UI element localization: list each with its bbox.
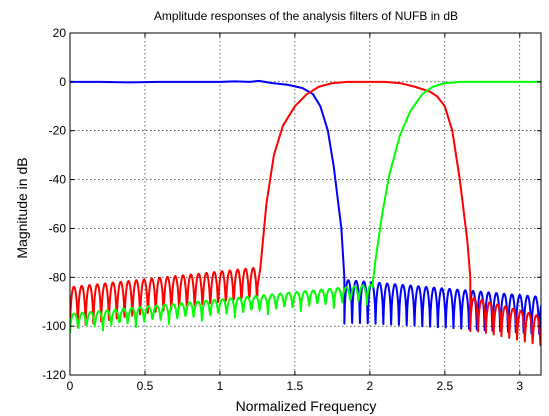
y-tick-label: -80 (49, 270, 67, 284)
series-line (70, 80, 541, 347)
y-tick-label: -40 (49, 173, 67, 187)
y-tick-label: -120 (42, 368, 66, 382)
x-tick-label: 2.5 (436, 379, 453, 393)
x-tick-label: 1.5 (287, 379, 304, 393)
y-tick-label: -100 (42, 319, 66, 333)
y-axis-label: Magnitude in dB (14, 157, 30, 258)
x-tick-labels: 0 0.5 1 1.5 2 2.5 3 (67, 379, 524, 393)
y-tick-labels: -120 -100 -80 -60 -40 -20 0 20 (42, 26, 66, 382)
x-tick-label: 2 (367, 379, 374, 393)
x-tick-label: 1 (217, 379, 224, 393)
x-tick-label: 0.5 (137, 379, 154, 393)
plot-area (70, 79, 541, 347)
series-line (70, 79, 541, 335)
y-tick-label: 20 (53, 26, 67, 40)
axes-frame (69, 32, 542, 376)
chart-title: Amplitude responses of the analysis filt… (154, 9, 458, 23)
x-tick-label: 3 (516, 379, 523, 393)
y-tick-label: -60 (49, 221, 67, 235)
x-tick-label: 0 (67, 379, 74, 393)
x-axis-label: Normalized Frequency (236, 398, 377, 414)
y-tick-label: 0 (59, 75, 66, 89)
series-line (70, 80, 541, 334)
y-tick-label: -20 (49, 124, 67, 138)
tick-marks (69, 32, 541, 376)
